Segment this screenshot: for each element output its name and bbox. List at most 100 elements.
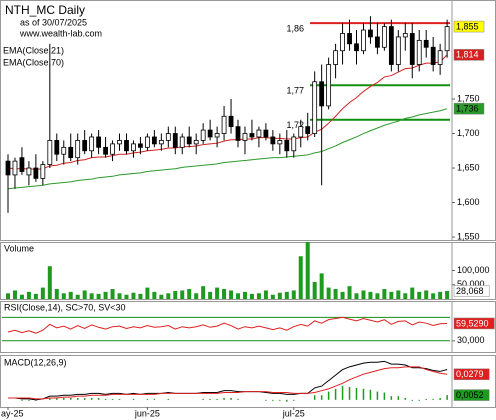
candle-body xyxy=(298,126,304,138)
candle-body xyxy=(402,33,408,38)
macd-line xyxy=(8,366,448,400)
last-value-label: 1,814 xyxy=(456,50,479,60)
x-tick-label: jun-25 xyxy=(134,408,160,418)
candle-body xyxy=(277,140,283,145)
volume-bar xyxy=(117,293,122,299)
histogram-bar xyxy=(167,398,170,400)
volume-bar xyxy=(326,287,331,299)
histogram-bar xyxy=(272,399,274,401)
legend-entry: EMA(Close,21) xyxy=(3,45,64,55)
last-value-label: 0,0279 xyxy=(456,369,484,379)
y-tick-label: 30,000 xyxy=(457,335,485,345)
histogram-bar xyxy=(230,398,232,400)
volume-bar xyxy=(438,291,443,299)
candle-body xyxy=(33,167,39,179)
volume-bar xyxy=(173,291,178,299)
last-value-label: 28,068 xyxy=(456,286,484,296)
macd-line xyxy=(8,360,448,401)
y-tick-label: 1,600 xyxy=(457,197,480,207)
volume-bar xyxy=(305,242,310,299)
histogram-bar xyxy=(69,398,72,400)
candle-body xyxy=(444,26,450,52)
candle-body xyxy=(305,126,311,134)
candle-body xyxy=(235,126,241,141)
histogram-bar xyxy=(397,396,400,400)
last-value-badge xyxy=(453,317,495,330)
histogram-bar xyxy=(279,399,281,401)
volume-bar xyxy=(6,293,10,299)
candle-body xyxy=(103,146,108,155)
volume-bar xyxy=(249,293,254,299)
candle-body xyxy=(158,140,164,145)
candle-body xyxy=(388,26,394,65)
y-tick-label: 50,000 xyxy=(457,279,485,289)
histogram-bar xyxy=(153,398,156,400)
candle-body xyxy=(312,81,318,134)
histogram-bar xyxy=(355,387,358,400)
volume-bar xyxy=(26,291,31,299)
histogram-bar xyxy=(21,399,23,401)
candle-body xyxy=(172,133,178,148)
candle-body xyxy=(354,43,359,52)
candle-body xyxy=(110,143,115,155)
volume-bar xyxy=(445,291,450,299)
volume-bar xyxy=(61,293,66,299)
candle-body xyxy=(416,39,422,65)
last-value-label: 1,855 xyxy=(456,21,479,31)
candle-body xyxy=(47,140,53,165)
candle-body xyxy=(12,160,18,176)
candle-body xyxy=(242,133,248,141)
volume-bar xyxy=(215,287,220,299)
histogram-bar xyxy=(390,396,393,400)
candle-body xyxy=(19,157,25,172)
volume-bar xyxy=(431,293,436,299)
histogram-bar xyxy=(209,398,211,400)
candle-body xyxy=(138,143,143,148)
level-label: 1,72 xyxy=(286,120,304,130)
y-tick-label: 1,700 xyxy=(457,128,480,138)
volume-bar xyxy=(424,290,429,299)
histogram-bar xyxy=(63,398,65,400)
volume-bar xyxy=(19,294,24,299)
volume-bar xyxy=(194,293,199,299)
candle-body xyxy=(75,140,81,159)
level-label: 1,77 xyxy=(286,86,304,96)
histogram-bar xyxy=(286,399,288,402)
y-tick-label: 100,000 xyxy=(457,265,490,275)
x-tick-label: jul-25 xyxy=(282,408,305,418)
candle-body xyxy=(5,160,11,176)
volume-bar xyxy=(229,290,234,299)
histogram-bar xyxy=(376,391,379,400)
histogram-bar xyxy=(237,398,239,400)
histogram-bar xyxy=(223,398,225,400)
chart-subtitle: as of 30/07/2025 xyxy=(20,17,87,27)
candle-body xyxy=(207,129,213,138)
candle-body xyxy=(40,164,46,179)
candle-body xyxy=(124,140,129,152)
volume-bar xyxy=(180,290,185,299)
candle-body xyxy=(131,143,136,152)
volume-bar xyxy=(382,289,387,299)
volume-bar xyxy=(124,294,129,299)
y-tick-label: 1,550 xyxy=(457,231,480,241)
histogram-bar xyxy=(56,398,58,400)
candle-body xyxy=(256,129,262,138)
histogram-bar xyxy=(90,398,93,400)
candle-body xyxy=(263,129,269,138)
volume-bar xyxy=(256,293,261,299)
candle-body xyxy=(361,29,366,52)
candle-body xyxy=(326,64,332,107)
histogram-bar xyxy=(334,388,337,400)
level-label: 1,86 xyxy=(286,23,304,33)
volume-bar xyxy=(47,266,52,299)
y-tick-label: 1,650 xyxy=(457,162,480,172)
volume-bar xyxy=(361,290,366,299)
candle-body xyxy=(179,136,185,148)
volume-bar xyxy=(263,290,268,299)
histogram-bar xyxy=(313,395,316,400)
candle-body xyxy=(395,36,401,65)
volume-bar xyxy=(187,289,192,299)
volume-bar xyxy=(138,293,143,299)
volume-bar xyxy=(33,293,38,299)
candle-body xyxy=(340,33,345,52)
